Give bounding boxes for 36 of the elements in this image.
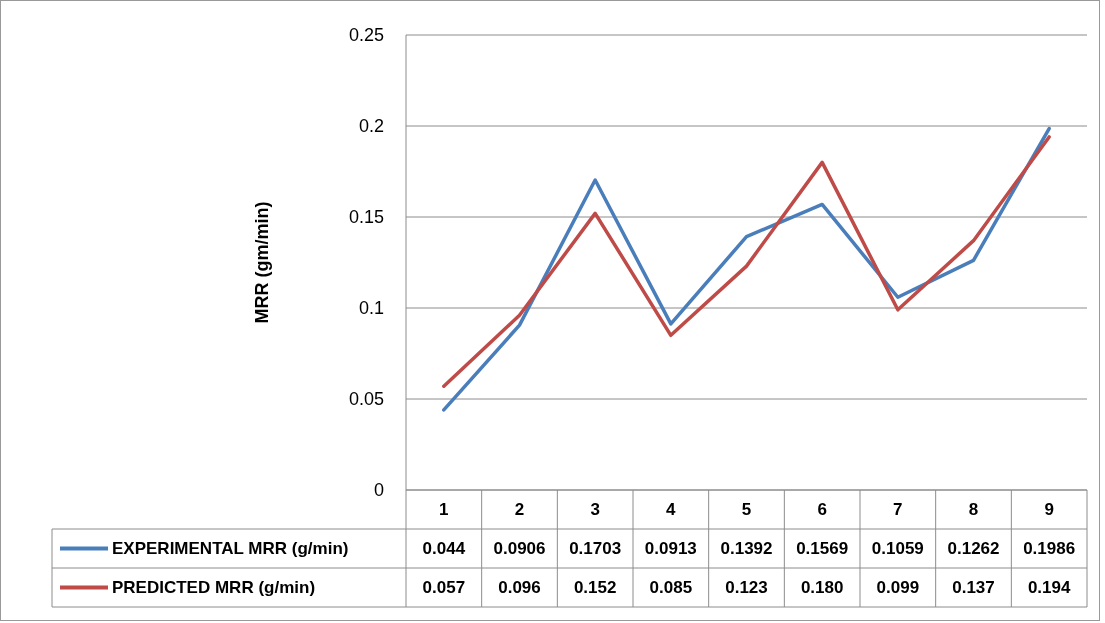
x-tick-label: 8 (968, 500, 979, 520)
data-label: 0.096 (498, 578, 541, 598)
y-tick-label: 0 (373, 480, 384, 501)
y-tick-label: 0.2 (358, 116, 384, 137)
legend-label: PREDICTED MRR (g/min) (112, 578, 316, 598)
data-label: 0.057 (422, 578, 466, 598)
y-tick-label: 0.25 (348, 25, 384, 46)
data-label: 0.044 (422, 539, 466, 559)
data-label: 0.1262 (947, 539, 1000, 559)
data-label: 0.0913 (644, 539, 697, 559)
x-tick-label: 7 (893, 500, 903, 520)
data-label: 0.123 (725, 578, 768, 598)
data-label: 0.152 (573, 578, 617, 598)
x-tick-label: 1 (439, 500, 449, 520)
y-axis-title: MRR (gm/min) (252, 201, 272, 324)
data-label: 0.085 (649, 578, 693, 598)
data-label: 0.137 (952, 578, 995, 598)
data-label: 0.194 (1027, 578, 1071, 598)
x-tick-label: 5 (741, 500, 752, 520)
data-label: 0.1059 (871, 539, 924, 559)
y-tick-label: 0.05 (348, 389, 384, 410)
x-tick-label: 9 (1044, 500, 1054, 520)
data-label: 0.180 (800, 578, 844, 598)
data-label: 0.1569 (796, 539, 849, 559)
y-tick-label: 0.1 (358, 298, 384, 319)
x-tick-label: 2 (514, 500, 525, 520)
x-tick-label: 4 (666, 500, 677, 520)
data-label: 0.1986 (1023, 539, 1076, 559)
data-label: 0.1392 (720, 539, 773, 559)
legend-label: EXPERIMENTAL MRR (g/min) (112, 539, 349, 559)
data-label: 0.099 (876, 578, 920, 598)
x-tick-label: 6 (817, 500, 827, 520)
y-tick-label: 0.15 (348, 207, 384, 228)
data-label: 0.0906 (493, 539, 546, 559)
x-tick-label: 3 (590, 500, 600, 520)
data-label: 0.1703 (569, 539, 622, 559)
